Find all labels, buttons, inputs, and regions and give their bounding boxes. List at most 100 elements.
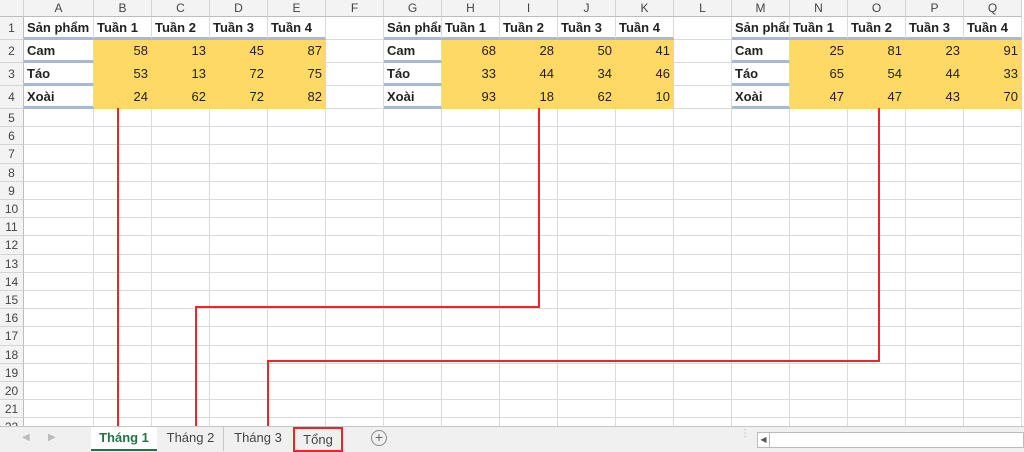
cell[interactable] — [268, 327, 326, 346]
cell[interactable] — [268, 418, 326, 426]
cell[interactable] — [616, 382, 674, 401]
column-header[interactable]: F — [326, 0, 384, 17]
cell[interactable] — [94, 382, 152, 401]
cell[interactable] — [558, 327, 616, 346]
cell[interactable] — [790, 127, 848, 146]
cell[interactable] — [94, 236, 152, 255]
value-cell[interactable]: 81 — [848, 40, 906, 63]
cell[interactable] — [326, 145, 384, 164]
cell[interactable] — [964, 363, 1022, 382]
cell[interactable] — [500, 254, 558, 273]
cell[interactable] — [616, 309, 674, 328]
cell[interactable] — [384, 309, 442, 328]
cell[interactable] — [268, 272, 326, 291]
column-title[interactable]: Tuần 2 — [500, 17, 558, 40]
cell[interactable] — [616, 163, 674, 182]
row-header[interactable]: 17 — [0, 327, 24, 346]
value-cell[interactable]: 62 — [152, 86, 210, 109]
cell[interactable] — [94, 163, 152, 182]
cell[interactable] — [790, 181, 848, 200]
cell[interactable] — [906, 218, 964, 237]
cell[interactable] — [732, 127, 790, 146]
cell[interactable] — [790, 418, 848, 426]
cell[interactable] — [94, 200, 152, 219]
cell[interactable] — [326, 63, 384, 86]
cell[interactable] — [500, 345, 558, 364]
product-label[interactable]: Cam — [24, 40, 94, 63]
cell[interactable] — [384, 218, 442, 237]
cell[interactable] — [442, 236, 500, 255]
row-header[interactable]: 3 — [0, 63, 24, 86]
cell[interactable] — [674, 163, 732, 182]
cell[interactable] — [210, 200, 268, 219]
cell[interactable] — [94, 327, 152, 346]
cell[interactable] — [268, 200, 326, 219]
cell[interactable] — [674, 127, 732, 146]
cell[interactable] — [500, 363, 558, 382]
cell[interactable] — [152, 309, 210, 328]
cell[interactable] — [964, 181, 1022, 200]
cell[interactable] — [616, 327, 674, 346]
cell[interactable] — [152, 181, 210, 200]
value-cell[interactable]: 28 — [500, 40, 558, 63]
cell[interactable] — [94, 272, 152, 291]
cell[interactable] — [500, 145, 558, 164]
cell[interactable] — [790, 218, 848, 237]
cell[interactable] — [442, 291, 500, 310]
cell[interactable] — [24, 345, 94, 364]
cell[interactable] — [790, 291, 848, 310]
splitter-handle-icon[interactable]: ⋮ — [740, 428, 750, 439]
product-label[interactable]: Xoài — [24, 86, 94, 109]
cell[interactable] — [268, 291, 326, 310]
cell[interactable] — [732, 236, 790, 255]
cell[interactable] — [500, 272, 558, 291]
value-cell[interactable]: 72 — [210, 86, 268, 109]
cell[interactable] — [24, 145, 94, 164]
column-title[interactable]: Tuần 3 — [558, 17, 616, 40]
cell[interactable] — [152, 127, 210, 146]
row-header[interactable]: 4 — [0, 86, 24, 109]
cell[interactable] — [24, 327, 94, 346]
cell[interactable] — [964, 345, 1022, 364]
cell[interactable] — [442, 163, 500, 182]
cell[interactable] — [268, 345, 326, 364]
cell[interactable] — [674, 400, 732, 419]
cell[interactable] — [326, 86, 384, 109]
cell[interactable] — [268, 109, 326, 128]
row-header[interactable]: 9 — [0, 181, 24, 200]
cell[interactable] — [152, 382, 210, 401]
cell[interactable] — [558, 200, 616, 219]
row-header[interactable]: 7 — [0, 145, 24, 164]
value-cell[interactable]: 62 — [558, 86, 616, 109]
cell[interactable] — [24, 400, 94, 419]
cell[interactable] — [268, 127, 326, 146]
cell[interactable] — [500, 181, 558, 200]
cell[interactable] — [906, 400, 964, 419]
column-title[interactable]: Tuần 1 — [790, 17, 848, 40]
cell[interactable] — [24, 181, 94, 200]
cell[interactable] — [732, 327, 790, 346]
cell[interactable] — [152, 327, 210, 346]
column-title[interactable]: Tuần 4 — [616, 17, 674, 40]
cell[interactable] — [558, 291, 616, 310]
cell[interactable] — [500, 291, 558, 310]
cell[interactable] — [674, 17, 732, 40]
cell[interactable] — [674, 327, 732, 346]
cell[interactable] — [326, 236, 384, 255]
cell[interactable] — [210, 127, 268, 146]
cell[interactable] — [210, 163, 268, 182]
cell[interactable] — [790, 109, 848, 128]
cell[interactable] — [558, 382, 616, 401]
cell[interactable] — [442, 345, 500, 364]
value-cell[interactable]: 93 — [442, 86, 500, 109]
cell[interactable] — [964, 109, 1022, 128]
row-header[interactable]: 13 — [0, 254, 24, 273]
cell[interactable] — [152, 218, 210, 237]
value-cell[interactable]: 70 — [964, 86, 1022, 109]
value-cell[interactable]: 72 — [210, 63, 268, 86]
scroll-left-icon[interactable]: ◀ — [22, 432, 30, 443]
cell[interactable] — [732, 309, 790, 328]
cell[interactable] — [674, 86, 732, 109]
row-header[interactable]: 22 — [0, 418, 24, 426]
product-label[interactable]: Cam — [384, 40, 442, 63]
